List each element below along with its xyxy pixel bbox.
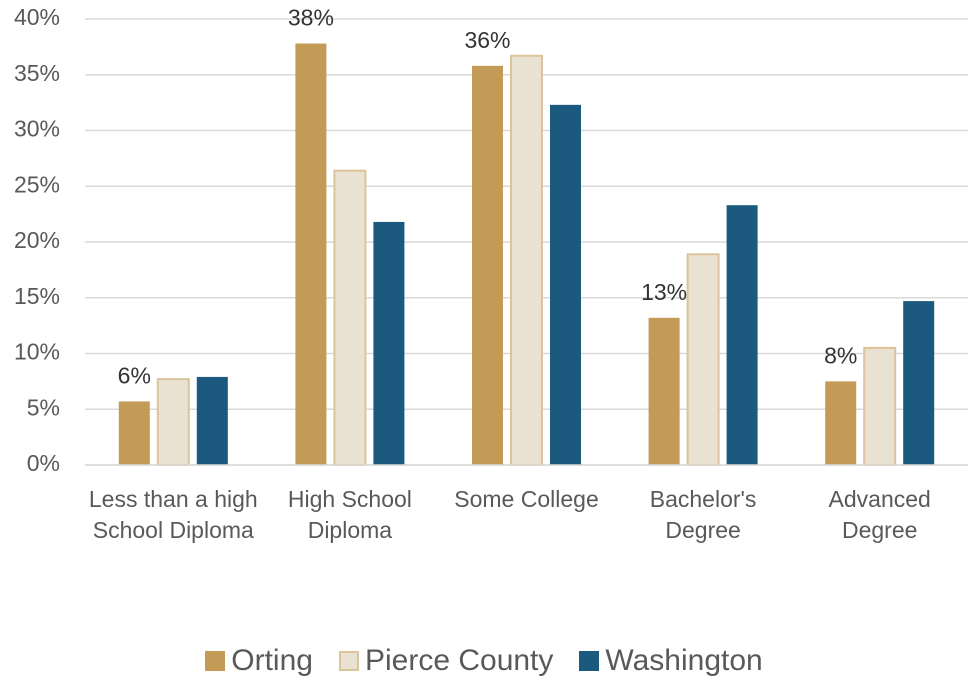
y-tick-label: 25%	[14, 171, 60, 197]
x-tick-label: Bachelor's Degree	[649, 486, 757, 543]
legend-label: Washington	[605, 644, 763, 677]
bar	[510, 54, 543, 466]
bar	[825, 381, 857, 465]
legend-item: Pierce County	[338, 644, 554, 678]
bar	[373, 221, 405, 465]
legend-item: Orting	[205, 644, 313, 678]
bar	[863, 346, 897, 466]
bar	[156, 378, 190, 466]
x-tick-label: Less than a high School Diploma	[88, 486, 258, 543]
bar	[333, 169, 367, 466]
value-label: 13%	[641, 279, 687, 305]
y-tick-label: 35%	[14, 60, 60, 86]
legend-swatch	[579, 651, 600, 671]
legend-label: Orting	[231, 644, 313, 677]
bar	[295, 43, 327, 465]
value-label: 6%	[118, 363, 151, 389]
x-tick-label: Some College	[454, 486, 599, 512]
bar	[903, 301, 935, 465]
bar	[686, 253, 720, 466]
bar	[726, 205, 758, 465]
legend-swatch	[205, 651, 226, 671]
bar	[550, 104, 581, 465]
bar	[196, 376, 228, 465]
x-tick-label: Advanced Degree	[828, 486, 931, 543]
y-tick-label: 30%	[14, 116, 60, 142]
legend-label: Pierce County	[364, 644, 554, 677]
y-tick-label: 40%	[14, 4, 60, 30]
bar	[648, 317, 680, 465]
y-tick-label: 10%	[14, 339, 60, 365]
x-tick-label: High School Diploma	[287, 486, 412, 543]
y-tick-label: 15%	[14, 283, 60, 309]
value-label: 36%	[464, 27, 510, 53]
bar	[118, 401, 150, 465]
y-tick-label: 20%	[14, 227, 60, 253]
legend-swatch	[338, 651, 359, 671]
value-label: 8%	[824, 342, 857, 368]
legend: Orting Pierce County Washington	[0, 644, 968, 678]
y-tick-label: 5%	[27, 394, 60, 420]
y-tick-label: 0%	[27, 450, 60, 476]
value-label: 38%	[288, 5, 334, 31]
bar	[472, 65, 503, 465]
legend-item: Washington	[579, 644, 763, 678]
